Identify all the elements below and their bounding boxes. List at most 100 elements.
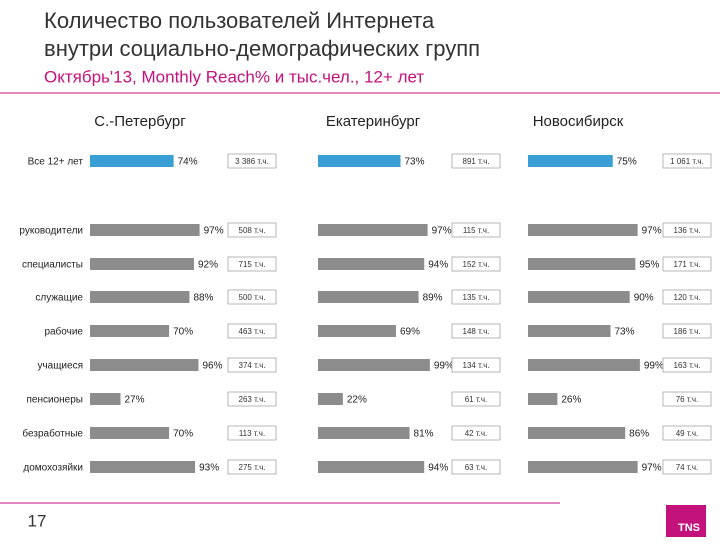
users-box bbox=[227, 459, 277, 475]
bar bbox=[90, 291, 190, 303]
users-box bbox=[662, 459, 712, 475]
column-title: Екатеринбург bbox=[326, 113, 421, 130]
title-line: Количество пользователей Интернета bbox=[44, 8, 435, 33]
bar bbox=[318, 461, 425, 473]
users-label: 3 386 т.ч. bbox=[235, 157, 269, 166]
users-box bbox=[227, 256, 277, 272]
bar bbox=[90, 155, 174, 167]
value-label: 94% bbox=[428, 463, 448, 474]
category-label: учащиеся bbox=[37, 361, 83, 372]
column-title: С.-Петербург bbox=[94, 113, 186, 130]
value-label: 86% bbox=[629, 429, 649, 440]
value-label: 22% bbox=[347, 395, 367, 406]
users-box bbox=[662, 289, 712, 305]
bar bbox=[318, 325, 396, 337]
users-box bbox=[227, 425, 277, 441]
value-label: 70% bbox=[173, 429, 193, 440]
value-label: 74% bbox=[178, 157, 198, 168]
value-label: 89% bbox=[423, 293, 443, 304]
users-label: 186 т.ч. bbox=[674, 327, 701, 336]
bar bbox=[528, 155, 613, 167]
users-label: 135 т.ч. bbox=[463, 293, 490, 302]
value-label: 97% bbox=[642, 226, 662, 237]
bar bbox=[318, 155, 401, 167]
bar bbox=[528, 461, 638, 473]
bar bbox=[528, 393, 558, 405]
users-label: 148 т.ч. bbox=[463, 327, 490, 336]
users-box bbox=[662, 222, 712, 238]
bar bbox=[90, 359, 199, 371]
users-box bbox=[451, 459, 501, 475]
users-label: 42 т.ч. bbox=[465, 429, 488, 438]
category-label: руководители bbox=[19, 226, 83, 237]
users-box bbox=[227, 289, 277, 305]
users-box bbox=[451, 222, 501, 238]
users-box bbox=[451, 153, 501, 169]
value-label: 97% bbox=[432, 226, 452, 237]
value-label: 92% bbox=[198, 260, 218, 271]
subtitle: Октябрь'13, Monthly Reach% и тыс.чел., 1… bbox=[44, 67, 424, 86]
value-label: 73% bbox=[404, 157, 424, 168]
users-label: 74 т.ч. bbox=[676, 463, 699, 472]
users-label: 63 т.ч. bbox=[465, 463, 488, 472]
users-box bbox=[662, 391, 712, 407]
bar bbox=[318, 224, 428, 236]
value-label: 69% bbox=[400, 327, 420, 338]
bar bbox=[318, 359, 430, 371]
users-label: 163 т.ч. bbox=[674, 361, 701, 370]
users-box bbox=[662, 256, 712, 272]
logo-box bbox=[666, 505, 706, 537]
users-box bbox=[451, 391, 501, 407]
category-label: домохозяйки bbox=[23, 463, 83, 474]
users-box bbox=[451, 425, 501, 441]
users-label: 134 т.ч. bbox=[463, 361, 490, 370]
users-box bbox=[662, 357, 712, 373]
users-box bbox=[451, 256, 501, 272]
column-title: Новосибирск bbox=[533, 113, 624, 130]
users-label: 152 т.ч. bbox=[463, 260, 490, 269]
value-label: 95% bbox=[639, 260, 659, 271]
value-label: 99% bbox=[434, 361, 454, 372]
bar bbox=[90, 224, 200, 236]
users-label: 120 т.ч. bbox=[674, 293, 701, 302]
value-label: 81% bbox=[414, 429, 434, 440]
users-label: 715 т.ч. bbox=[239, 260, 266, 269]
users-label: 49 т.ч. bbox=[676, 429, 699, 438]
value-label: 90% bbox=[634, 293, 654, 304]
category-label: служащие bbox=[35, 293, 83, 304]
value-label: 75% bbox=[617, 157, 637, 168]
category-label: безработные bbox=[22, 428, 83, 440]
value-label: 94% bbox=[428, 260, 448, 271]
category-label: специалисты bbox=[22, 260, 83, 271]
bar bbox=[90, 325, 170, 337]
category-label: рабочие bbox=[44, 326, 83, 338]
users-label: 263 т.ч. bbox=[239, 395, 266, 404]
bar bbox=[528, 258, 636, 270]
value-label: 73% bbox=[614, 327, 634, 338]
value-label: 97% bbox=[642, 463, 662, 474]
category-label: пенсионеры bbox=[27, 395, 83, 406]
users-label: 171 т.ч. bbox=[674, 260, 701, 269]
users-label: 1 061 т.ч. bbox=[670, 157, 704, 166]
users-box bbox=[451, 357, 501, 373]
bar bbox=[90, 427, 170, 439]
bar bbox=[318, 393, 343, 405]
users-label: 508 т.ч. bbox=[239, 226, 266, 235]
users-box bbox=[227, 153, 277, 169]
bar bbox=[90, 393, 121, 405]
users-label: 136 т.ч. bbox=[674, 226, 701, 235]
users-label: 76 т.ч. bbox=[676, 395, 699, 404]
bar bbox=[318, 291, 419, 303]
bar bbox=[90, 258, 194, 270]
value-label: 93% bbox=[199, 463, 219, 474]
bar bbox=[528, 359, 640, 371]
value-label: 27% bbox=[125, 395, 145, 406]
bar bbox=[528, 427, 626, 439]
bar bbox=[528, 325, 611, 337]
users-label: 374 т.ч. bbox=[239, 361, 266, 370]
users-label: 463 т.ч. bbox=[239, 327, 266, 336]
category-label: Все 12+ лет bbox=[28, 157, 84, 168]
users-box bbox=[662, 153, 712, 169]
page-number: 17 bbox=[28, 511, 47, 530]
